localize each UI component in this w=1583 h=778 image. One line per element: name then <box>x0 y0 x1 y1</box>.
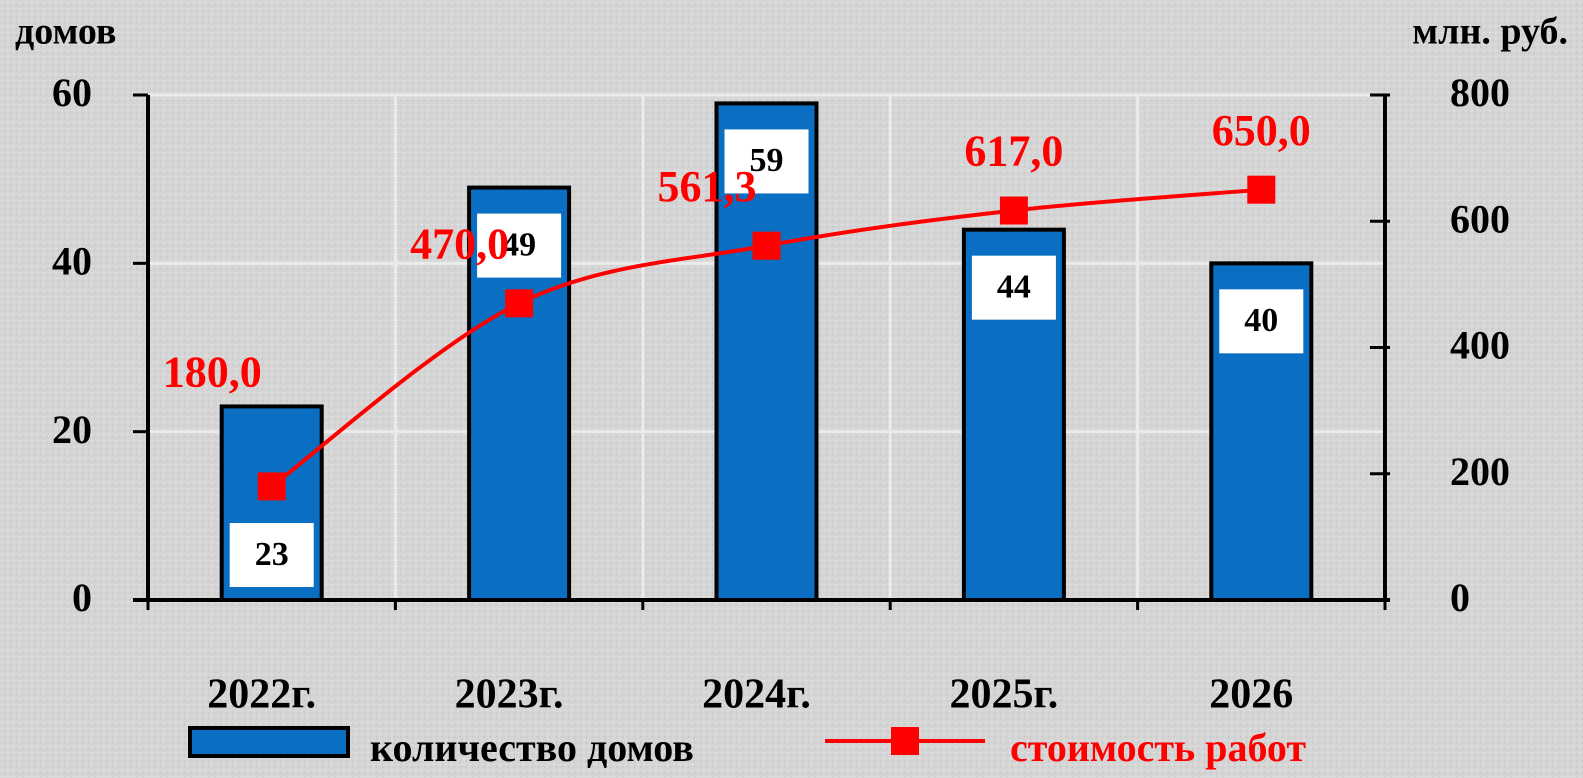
legend-label: количество домов <box>370 725 694 770</box>
y-tick-label: 60 <box>52 70 92 115</box>
line-marker <box>257 472 286 501</box>
bar-label-box <box>1219 289 1304 354</box>
y-tick-label: 0 <box>72 575 92 620</box>
line-value-label: 561,3 <box>658 162 757 211</box>
y2-tick-label: 0 <box>1450 575 1470 620</box>
legend-label: стоимость работ <box>1010 725 1306 770</box>
bar-label: 23 <box>255 536 289 573</box>
x-tick-label: 2026 <box>1209 672 1293 718</box>
bar-label: 49 <box>502 226 536 263</box>
y-tick-label: 20 <box>52 407 92 452</box>
line-value-label: 180,0 <box>163 347 262 396</box>
y-axis-label: домов <box>15 11 116 53</box>
y2-tick-label: 600 <box>1450 196 1510 241</box>
bar-label: 44 <box>997 268 1031 305</box>
bar-label: 59 <box>750 142 784 179</box>
bar-label: 40 <box>1244 302 1278 339</box>
line-marker <box>999 196 1028 225</box>
y2-axis-label: млн. руб. <box>1412 11 1568 53</box>
y2-tick-label: 400 <box>1450 323 1510 368</box>
bar-label-box <box>724 129 809 194</box>
y2-tick-label: 800 <box>1450 70 1510 115</box>
line-marker <box>505 289 534 318</box>
x-tick-label: 2023г. <box>455 672 564 718</box>
bar-label-box <box>477 213 562 278</box>
bar-label-box <box>971 255 1056 320</box>
y2-tick-label: 200 <box>1450 449 1510 494</box>
x-tick-label: 2025г. <box>949 672 1058 718</box>
line-marker <box>1247 175 1276 204</box>
legend-swatch-marker <box>891 727 919 755</box>
legend-swatch-bar <box>188 726 350 758</box>
x-tick-label: 2022г. <box>207 672 316 718</box>
bar-label-box <box>229 523 314 587</box>
line-value-label: 617,0 <box>964 127 1063 176</box>
x-tick-label: 2024г. <box>702 672 811 718</box>
line-marker <box>752 231 781 260</box>
line-value-label: 470,0 <box>410 219 509 268</box>
y-tick-label: 40 <box>52 239 92 284</box>
line-value-label: 650,0 <box>1212 106 1311 155</box>
